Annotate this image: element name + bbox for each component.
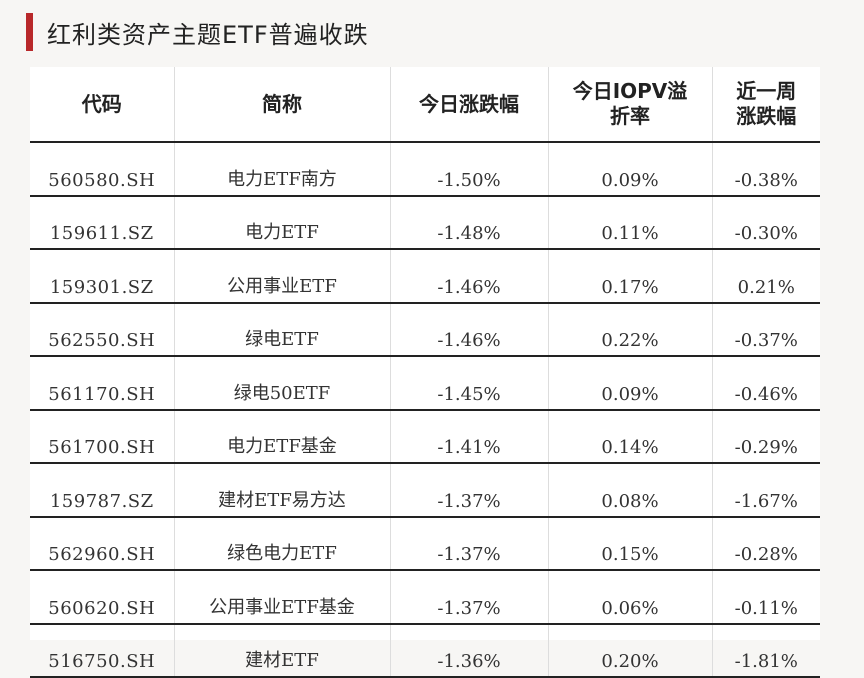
cell-code: 562550.SH bbox=[30, 302, 174, 357]
page-title: 红利类资产主题ETF普遍收跌 bbox=[47, 20, 369, 49]
cell-name: 电力ETF bbox=[173, 195, 390, 250]
header-change: 今日涨跌幅 bbox=[389, 67, 548, 143]
cell-week: -0.28% bbox=[711, 516, 820, 571]
table-header-row: 代码 简称 今日涨跌幅 今日IOPV溢折率 近一周涨跌幅 bbox=[30, 67, 820, 143]
cell-week: -0.46% bbox=[711, 356, 820, 411]
cell-iopv: 0.09% bbox=[547, 356, 712, 411]
header-code: 代码 bbox=[30, 67, 174, 143]
header-iopv: 今日IOPV溢折率 bbox=[547, 67, 712, 143]
cell-name: 电力ETF基金 bbox=[173, 409, 390, 464]
cell-code: 159301.SZ bbox=[30, 249, 174, 304]
header-week: 近一周涨跌幅 bbox=[711, 67, 820, 143]
table-row: 562550.SH 绿电ETF -1.46% 0.22% -0.37% bbox=[30, 302, 820, 357]
cell-change: -1.50% bbox=[389, 142, 548, 197]
cell-name: 建材ETF bbox=[173, 623, 390, 678]
cell-name: 电力ETF南方 bbox=[173, 142, 390, 197]
etf-table-panel: 代码 简称 今日涨跌幅 今日IOPV溢折率 近一周涨跌幅 560580.SH 电力… bbox=[30, 67, 820, 678]
cell-code: 159611.SZ bbox=[30, 195, 174, 250]
cell-iopv: 0.06% bbox=[547, 570, 712, 625]
cell-week: -1.67% bbox=[711, 463, 820, 518]
cell-name: 公用事业ETF基金 bbox=[173, 570, 390, 625]
cell-iopv: 0.15% bbox=[547, 516, 712, 571]
cell-week: 0.21% bbox=[711, 249, 820, 304]
cell-name: 公用事业ETF bbox=[173, 249, 390, 304]
cell-code: 561170.SH bbox=[30, 356, 174, 411]
cell-change: -1.37% bbox=[389, 570, 548, 625]
table-row: 562960.SH 绿色电力ETF -1.37% 0.15% -0.28% bbox=[30, 516, 820, 571]
table-row: 516750.SH 建材ETF -1.36% 0.20% -1.81% bbox=[30, 623, 820, 678]
etf-table: 代码 简称 今日涨跌幅 今日IOPV溢折率 近一周涨跌幅 560580.SH 电力… bbox=[30, 67, 820, 678]
cell-iopv: 0.08% bbox=[547, 463, 712, 518]
cell-week: -0.38% bbox=[711, 142, 820, 197]
table-row: 561170.SH 绿电50ETF -1.45% 0.09% -0.46% bbox=[30, 356, 820, 411]
cell-name: 绿色电力ETF bbox=[173, 516, 390, 571]
cell-week: -1.81% bbox=[711, 623, 820, 678]
header-name: 简称 bbox=[173, 67, 390, 143]
table-row: 560620.SH 公用事业ETF基金 -1.37% 0.06% -0.11% bbox=[30, 570, 820, 625]
table-row: 159611.SZ 电力ETF -1.48% 0.11% -0.30% bbox=[30, 195, 820, 250]
cell-code: 560620.SH bbox=[30, 570, 174, 625]
cell-name: 绿电50ETF bbox=[173, 356, 390, 411]
cell-week: -0.29% bbox=[711, 409, 820, 464]
table-row: 159787.SZ 建材ETF易方达 -1.37% 0.08% -1.67% bbox=[30, 463, 820, 518]
table-row: 561700.SH 电力ETF基金 -1.41% 0.14% -0.29% bbox=[30, 409, 820, 464]
cell-code: 561700.SH bbox=[30, 409, 174, 464]
cell-code: 516750.SH bbox=[30, 623, 174, 678]
cell-iopv: 0.17% bbox=[547, 249, 712, 304]
cell-week: -0.11% bbox=[711, 570, 820, 625]
cell-change: -1.48% bbox=[389, 195, 548, 250]
cell-iopv: 0.20% bbox=[547, 623, 712, 678]
cell-change: -1.45% bbox=[389, 356, 548, 411]
table-row: 159301.SZ 公用事业ETF -1.46% 0.17% 0.21% bbox=[30, 249, 820, 304]
cell-name: 绿电ETF bbox=[173, 302, 390, 357]
cell-code: 560580.SH bbox=[30, 142, 174, 197]
cell-iopv: 0.14% bbox=[547, 409, 712, 464]
cell-change: -1.46% bbox=[389, 302, 548, 357]
cell-change: -1.41% bbox=[389, 409, 548, 464]
cell-week: -0.37% bbox=[711, 302, 820, 357]
cell-change: -1.36% bbox=[389, 623, 548, 678]
cell-iopv: 0.09% bbox=[547, 142, 712, 197]
cell-change: -1.37% bbox=[389, 516, 548, 571]
cell-name: 建材ETF易方达 bbox=[173, 463, 390, 518]
cell-iopv: 0.22% bbox=[547, 302, 712, 357]
title-bar: 红利类资产主题ETF普遍收跌 bbox=[26, 13, 369, 51]
cell-change: -1.46% bbox=[389, 249, 548, 304]
table-row: 560580.SH 电力ETF南方 -1.50% 0.09% -0.38% bbox=[30, 142, 820, 197]
cell-week: -0.30% bbox=[711, 195, 820, 250]
title-accent-bar bbox=[26, 13, 33, 51]
cell-code: 562960.SH bbox=[30, 516, 174, 571]
cell-iopv: 0.11% bbox=[547, 195, 712, 250]
cell-change: -1.37% bbox=[389, 463, 548, 518]
cell-code: 159787.SZ bbox=[30, 463, 174, 518]
